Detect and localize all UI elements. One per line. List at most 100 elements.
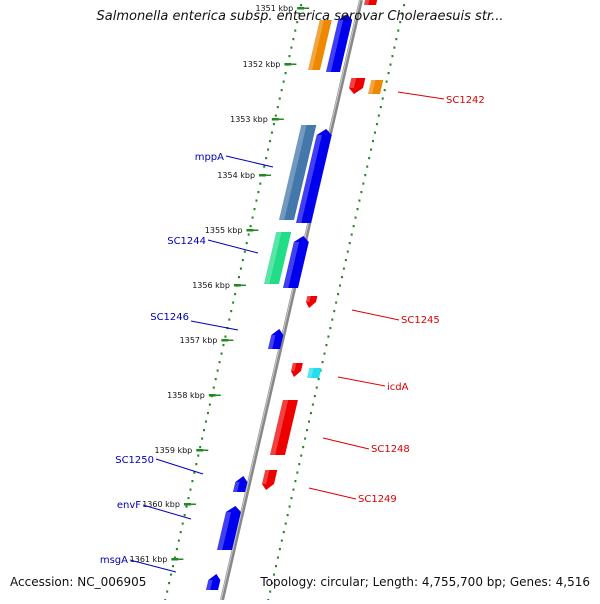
right-tick-track-dot: [395, 38, 398, 41]
tick-label: 1352 kbp: [243, 60, 281, 69]
right-tick-track-dot: [348, 242, 351, 245]
gene-sc1246-shine: [268, 335, 276, 349]
left-tick-track-dot: [259, 182, 262, 185]
left-tick-track-dot: [177, 539, 180, 542]
gene-sc1244-body: [264, 232, 292, 284]
gene-red-top-body: [364, 0, 378, 5]
tick-mark: [196, 449, 204, 452]
gene-orange-2: [368, 80, 384, 94]
right-tick-track-dot: [391, 55, 394, 58]
gene-blue-2-shine: [296, 135, 322, 223]
gene-sc1244: [264, 232, 292, 284]
left-tick-track-dot: [216, 369, 219, 372]
left-tick-track-dot: [234, 293, 237, 296]
gene-label: icdA: [387, 382, 409, 393]
tick-mark-right: [190, 503, 196, 505]
right-tick-track-dot: [278, 548, 281, 551]
gene-label: mppA: [195, 152, 224, 163]
gene-features: [206, 0, 384, 590]
gene-blue-3-body: [283, 236, 309, 288]
gene-blue-1: [326, 14, 353, 72]
gene-icda-shine: [307, 368, 314, 378]
gene-label-leader: [351, 309, 400, 321]
gene-label: SC1245: [401, 315, 440, 326]
tick-mark-right: [228, 339, 234, 341]
left-tick-track-dot: [166, 590, 169, 593]
tick-mark: [271, 118, 279, 121]
left-tick-track-dot: [185, 505, 188, 508]
tick-mark-right: [266, 174, 272, 176]
gene-sc1248: [270, 400, 298, 455]
right-tick-track-dot: [304, 437, 307, 440]
gene-orange-1-body: [308, 20, 332, 70]
gene-sc1246-body: [268, 329, 284, 349]
left-tick-track-dot: [206, 412, 209, 415]
left-tick-track-dot: [220, 352, 223, 355]
gene-mppa: [279, 125, 317, 220]
right-tick-track-dot: [292, 488, 295, 491]
gene-sc1244-shine: [264, 232, 282, 284]
gene-sc1245: [306, 296, 318, 308]
gene-envf-shine: [217, 512, 232, 550]
left-tick-track-dot: [230, 310, 233, 313]
tick-mark-right: [278, 118, 284, 120]
left-tick-track-dot: [232, 301, 235, 304]
gene-sc1249: [262, 470, 278, 490]
left-tick-track-dot: [204, 420, 207, 423]
left-tick-track-dot: [201, 437, 204, 440]
gene-orange-2-shine: [368, 80, 376, 94]
left-tick-track-dot: [224, 335, 227, 338]
right-tick-track-dot: [331, 318, 334, 321]
gene-orange-1-shine: [308, 20, 324, 70]
tick-mark: [297, 7, 305, 10]
right-tick-track-dot: [397, 29, 400, 32]
tick-mark-right: [291, 63, 297, 65]
tick-mark: [259, 174, 267, 177]
left-tick-track-dot: [228, 318, 231, 321]
right-tick-track-dot: [362, 182, 365, 185]
right-tick-track-dot: [370, 148, 373, 151]
gene-red-top: [364, 0, 378, 5]
left-tick-track-dot: [276, 106, 279, 109]
gene-sc1248-shine: [270, 400, 289, 455]
gene-msga-body: [206, 574, 221, 590]
left-tick-track-dot: [300, 4, 303, 7]
gene-sc1246: [268, 329, 284, 349]
left-tick-track-dot: [171, 565, 174, 568]
left-tick-track-dot: [288, 55, 291, 58]
gene-label-leader: [225, 155, 274, 168]
tick-mark-right: [253, 229, 259, 231]
gene-msga: [206, 574, 221, 590]
map-title: Salmonella enterica subsp. enterica sero…: [96, 9, 504, 24]
left-tick-track-dot: [249, 225, 252, 228]
left-tick-track-dot: [245, 242, 248, 245]
right-tick-track-dot: [337, 293, 340, 296]
tick-label: 1360 kbp: [142, 500, 180, 509]
right-tick-track-dot: [393, 46, 396, 49]
right-tick-track-dot: [340, 276, 343, 279]
left-tick-track-dot: [255, 199, 258, 202]
left-tick-track-dot: [241, 259, 244, 262]
right-tick-track-dot: [366, 165, 369, 168]
gene-blue-2-body: [296, 129, 332, 223]
left-tick-track-dot: [270, 131, 273, 134]
gene-label-leader: [308, 487, 357, 500]
right-tick-track-dot: [356, 208, 359, 211]
left-tick-track-dot: [269, 140, 272, 143]
right-tick-track-dot: [387, 72, 390, 75]
right-tick-track-dot: [350, 233, 353, 236]
left-tick-track-dot: [191, 480, 194, 483]
tick-label: 1353 kbp: [230, 115, 268, 124]
gene-label-leader: [142, 504, 192, 520]
left-tick-track-dot: [251, 216, 254, 219]
right-tick-track-dot: [274, 565, 277, 568]
left-tick-track-dot: [290, 46, 293, 49]
gene-mppa-shine: [279, 125, 307, 220]
gene-label: SC1249: [358, 494, 397, 505]
tick-label: 1358 kbp: [167, 391, 205, 400]
tick-mark: [246, 229, 254, 232]
right-tick-track-dot: [282, 531, 285, 534]
right-tick-track-dot: [284, 522, 287, 525]
